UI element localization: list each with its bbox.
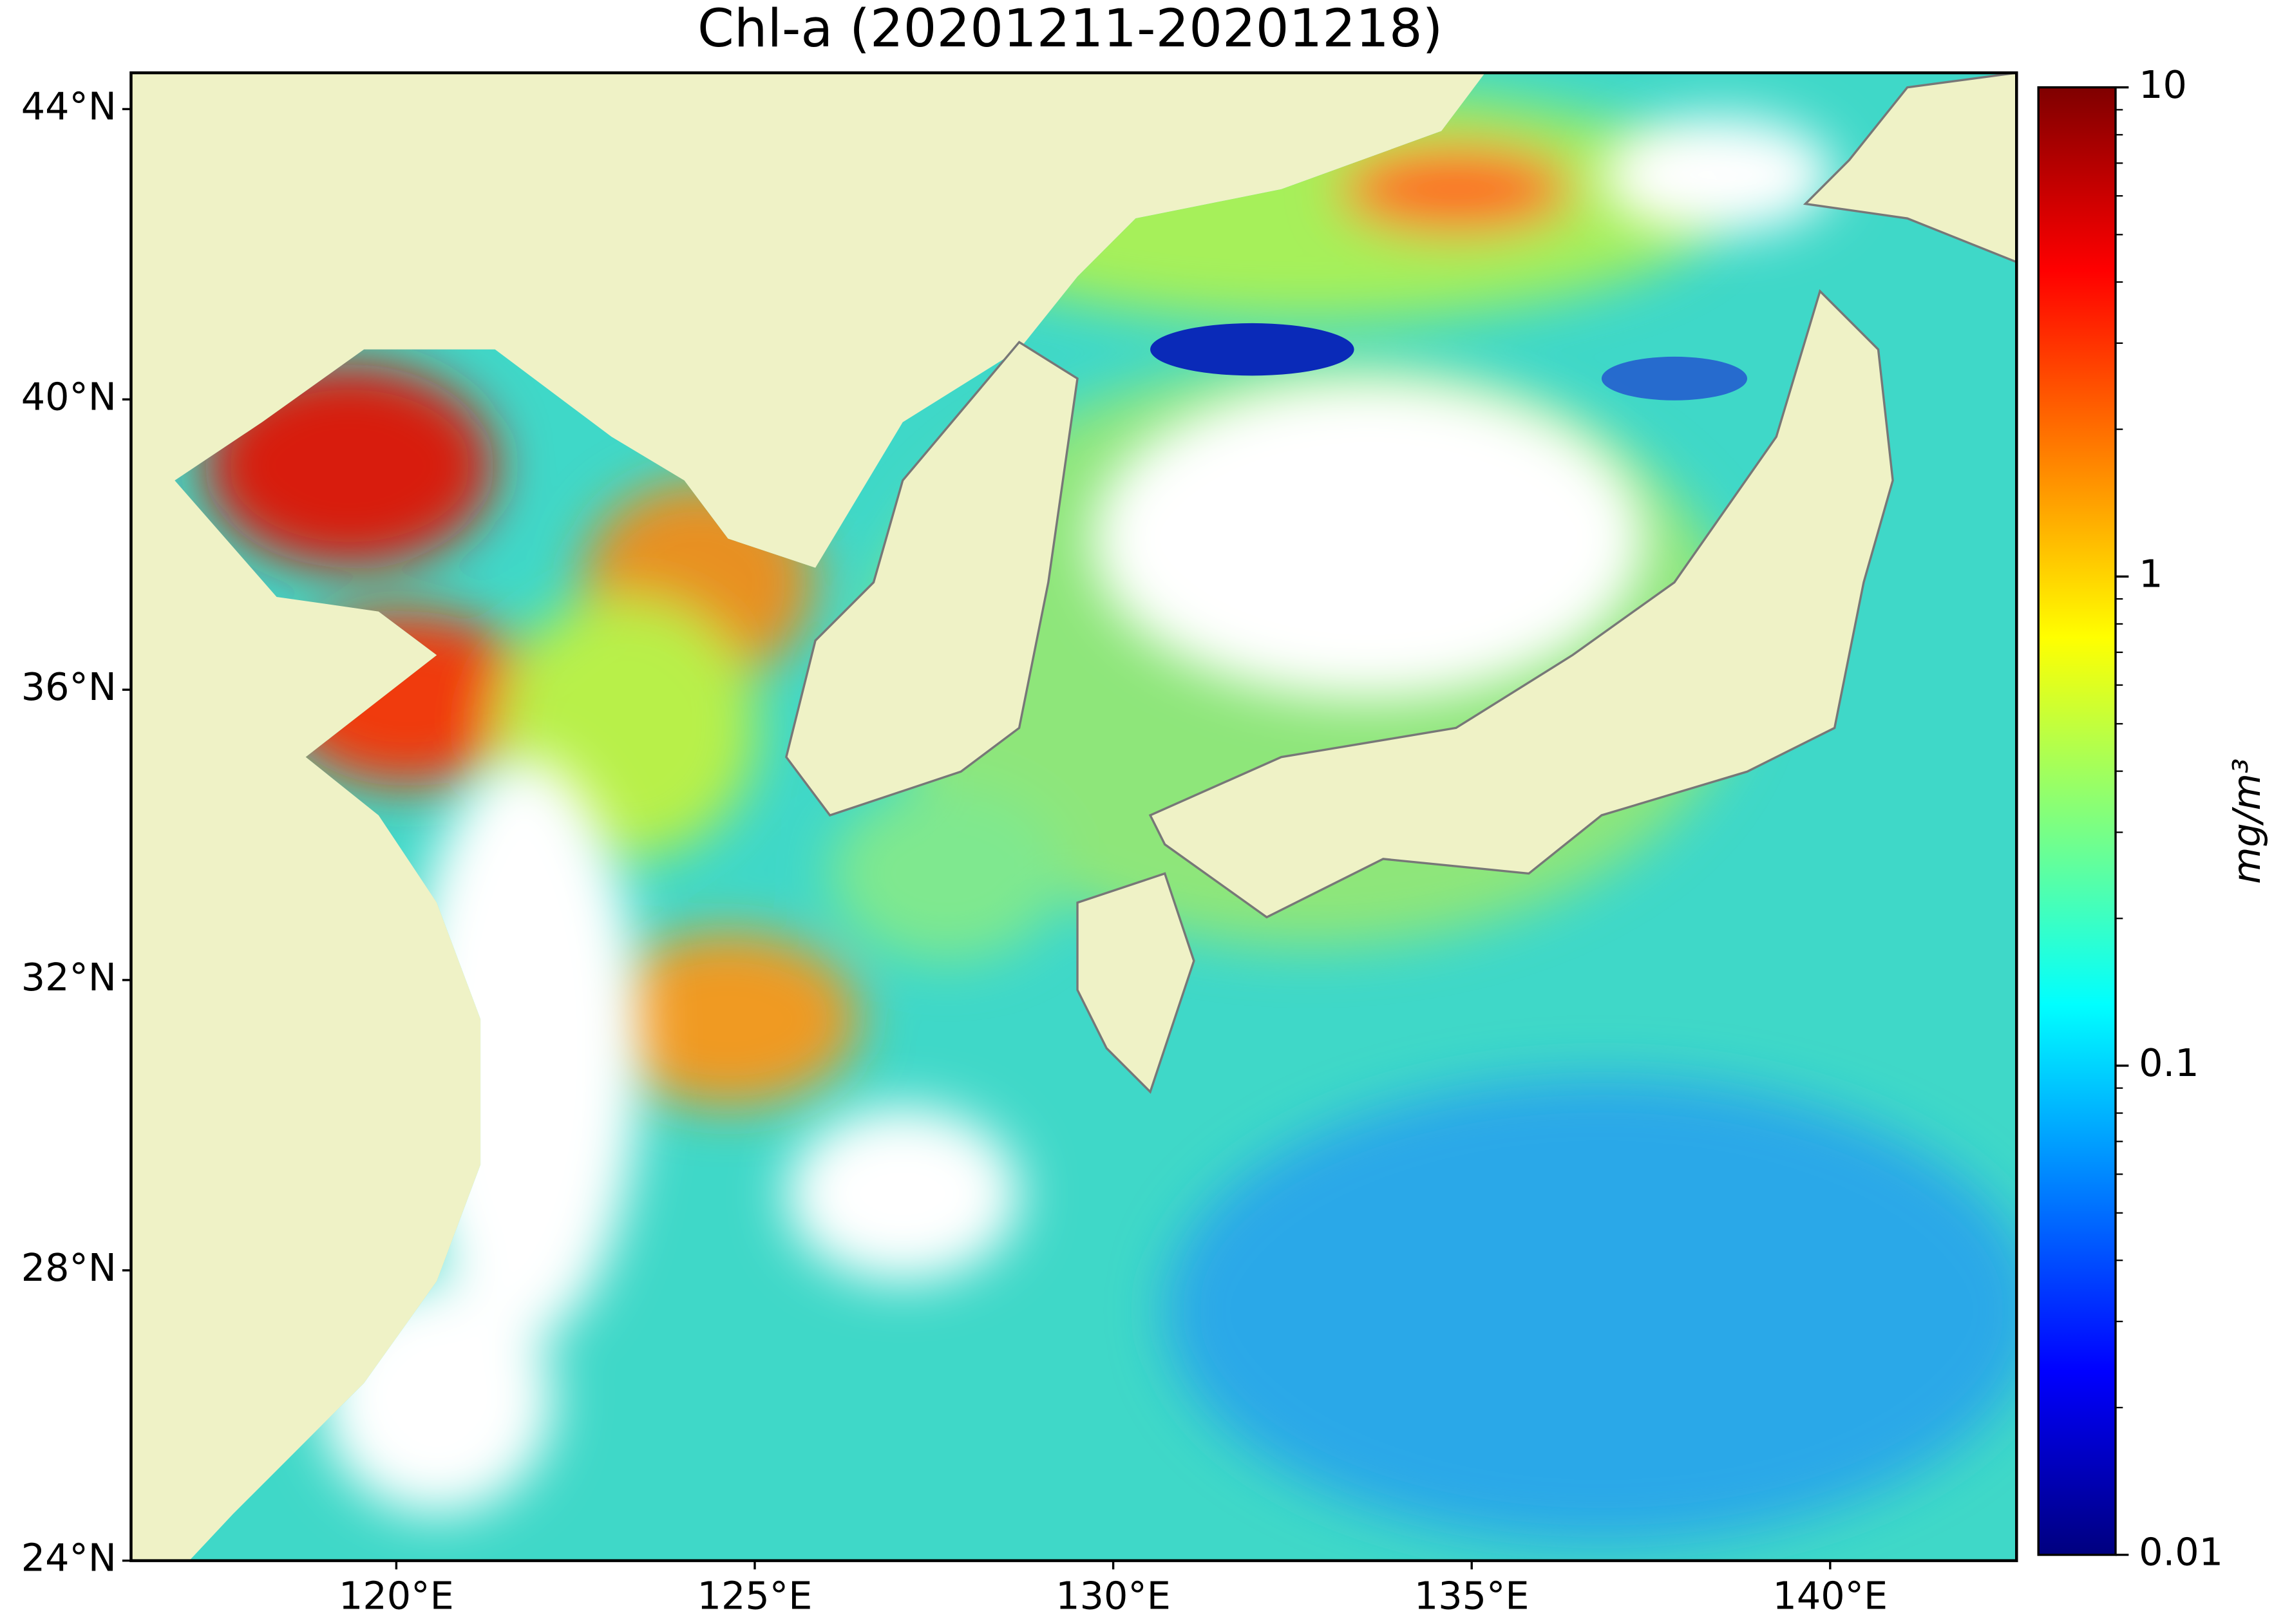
colorbar (2037, 86, 2117, 1556)
colorbar-tick-label: 1 (2139, 551, 2163, 596)
colorbar-tick-label: 0.01 (2139, 1530, 2223, 1574)
x-tick-label: 130°E (1056, 1574, 1171, 1618)
y-tick-label: 32°N (21, 955, 117, 999)
y-tick-label: 44°N (21, 84, 117, 129)
colorbar-tick-label: 0.1 (2139, 1041, 2199, 1085)
x-tick-label: 135°E (1414, 1574, 1530, 1618)
chart-title: Chl-a (20201211-20201218) (697, 0, 1443, 59)
japan-hokkaido (1803, 73, 2017, 263)
x-tick-label: 140°E (1772, 1574, 1888, 1618)
japan-kyushu (1076, 872, 1195, 1094)
map (131, 73, 2017, 1561)
x-tick-label: 125°E (697, 1574, 813, 1618)
y-tick-label: 28°N (21, 1245, 117, 1290)
japan-honshu (1148, 288, 1894, 919)
plot-frame (129, 71, 2018, 1562)
colorbar-label: mg/m³ (2224, 759, 2269, 884)
y-tick-label: 24°N (21, 1536, 117, 1580)
colorbar-tick-label: 10 (2139, 62, 2187, 107)
y-tick-label: 36°N (21, 665, 117, 709)
y-tick-label: 40°N (21, 374, 117, 419)
x-tick-label: 120°E (339, 1574, 454, 1618)
korea (785, 341, 1079, 817)
